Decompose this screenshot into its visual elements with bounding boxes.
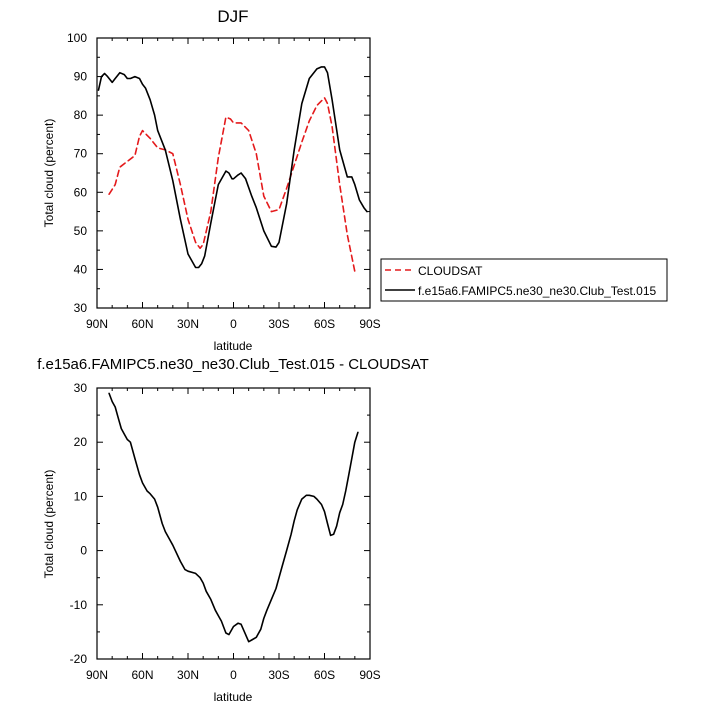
top-y-tick-label: 30 [74,301,88,315]
bottom-y-tick-label: 10 [74,489,88,503]
top-y-tick-label: 100 [67,31,87,45]
bottom-axes: 90N 60N 30N 0 30S 60S 90S -20 -10 0 10 20 30 [70,381,381,682]
top-series-line-1 [97,66,368,269]
bottom-series-line-0 [108,392,359,643]
bottom-x-tick-label: 0 [230,668,237,682]
legend-box [380,258,668,302]
top-y-tick-label: 40 [74,262,88,276]
bottom-y-tick-label: -10 [70,598,88,612]
bottom-y-tick-label: 0 [80,544,87,558]
bottom-x-tick-label: 90S [359,668,380,682]
top-chart-title: DJF [217,7,248,26]
top-y-tick-label: 90 [74,70,88,84]
bottom-y-tick-label: 30 [74,381,88,395]
bottom-plot-frame [96,387,371,660]
legend-label-cloudsat: CLOUDSAT [418,264,483,278]
bottom-x-tick-label: 30N [177,668,199,682]
bottom-y-axis-label: Total cloud (percent) [42,470,56,579]
legend: CLOUDSAT f.e15a6.FAMIPC5.ne30_ne30.Club_… [380,258,668,302]
top-x-tick-label: 90S [359,317,380,331]
bottom-panel: f.e15a6.FAMIPC5.ne30_ne30.Club_Test.015 … [37,356,429,704]
bottom-series-lines [108,392,359,643]
top-y-tick-label: 80 [74,108,88,122]
bottom-x-tick-label: 30S [268,668,289,682]
top-x-tick-label: 60S [314,317,335,331]
top-series-lines [97,66,368,273]
bottom-x-tick-label: 60N [131,668,153,682]
top-y-tick-label: 60 [74,185,88,199]
top-x-tick-label: 30S [268,317,289,331]
top-axes: 90N 60N 30N 0 30S 60S 90S 30 40 50 60 70 80 90 100 [67,31,381,331]
top-x-tick-label: 90N [86,317,108,331]
top-x-tick-label: 0 [230,317,237,331]
bottom-chart-title: f.e15a6.FAMIPC5.ne30_ne30.Club_Test.015 … [37,356,429,373]
top-x-axis-label: latitude [214,339,253,353]
top-y-tick-label: 50 [74,224,88,238]
top-y-tick-label: 70 [74,147,88,161]
bottom-x-tick-label: 90N [86,668,108,682]
bottom-x-tick-label: 60S [314,668,335,682]
top-panel: DJF 90N 60N 30N 0 30S 60S 90S 30 40 50 60 70 80 90 100… [42,7,381,353]
top-plot-frame [96,37,371,309]
bottom-y-tick-label: 20 [74,435,88,449]
top-x-tick-label: 60N [131,317,153,331]
top-y-axis-label: Total cloud (percent) [42,119,56,228]
bottom-x-axis-label: latitude [214,690,253,704]
top-series-line-0 [108,97,356,273]
legend-label-model: f.e15a6.FAMIPC5.ne30_ne30.Club_Test.015 [418,284,656,298]
bottom-y-tick-label: -20 [70,652,88,666]
top-x-tick-label: 30N [177,317,199,331]
